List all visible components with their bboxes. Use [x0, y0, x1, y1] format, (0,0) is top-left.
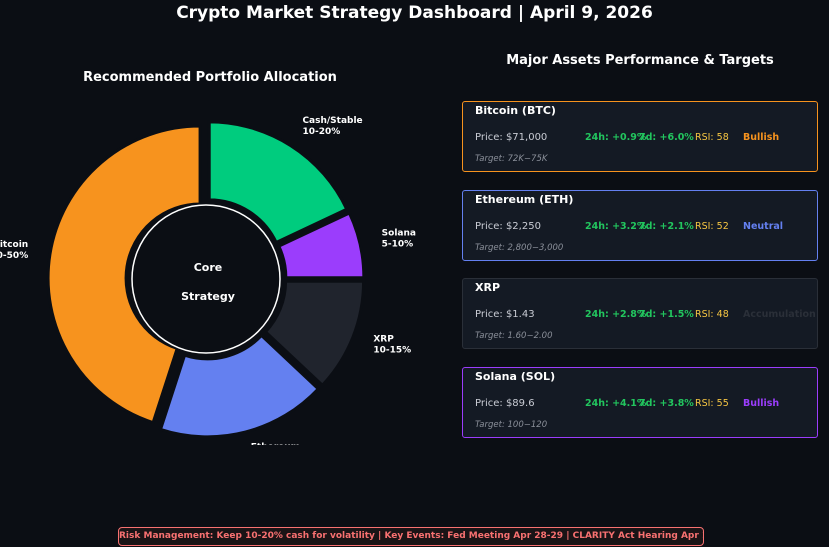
asset-target: Target: 100−120 [475, 420, 548, 430]
asset-change-7d: 7d: +1.5% [639, 309, 694, 320]
slice-label: Solana 5-10% [382, 229, 416, 250]
slice-solana [276, 210, 366, 280]
asset-sentiment: Bullish [743, 132, 780, 143]
slice-label: Ethereum15-20% [251, 442, 300, 445]
asset-price: Price: $1.43 [475, 309, 535, 320]
asset-rsi: RSI: 55 [695, 398, 729, 409]
asset-target: Target: 2,800−3,000 [475, 243, 564, 253]
asset-change-24h: 24h: +0.9% [585, 132, 647, 143]
slice-label: Bitcoin40-50% [0, 240, 28, 261]
center-label: Strategy [181, 290, 235, 303]
slice-ethereum [158, 333, 321, 439]
asset-rsi: RSI: 52 [695, 221, 729, 232]
asset-name: Ethereum (ETH) [475, 193, 574, 206]
asset-card-btc: Bitcoin (BTC) Price: $71,000 24h: +0.9% … [462, 101, 818, 172]
asset-price: Price: $2,250 [475, 221, 541, 232]
assets-panel-title: Major Assets Performance & Targets [506, 53, 774, 68]
asset-name: Bitcoin (BTC) [475, 104, 556, 117]
asset-change-24h: 24h: +4.1% [585, 398, 647, 409]
center-label: Core [194, 261, 223, 274]
asset-sentiment: Neutral [743, 221, 784, 232]
asset-change-24h: 24h: +2.8% [585, 309, 647, 320]
asset-change-7d: 7d: +2.1% [639, 221, 694, 232]
asset-card-eth: Ethereum (ETH) Price: $2,250 24h: +3.2% … [462, 190, 818, 261]
asset-card-xrp: XRP Price: $1.43 24h: +2.8% 7d: +1.5% RS… [462, 278, 818, 349]
slice-xrp [263, 279, 366, 388]
asset-name: XRP [475, 281, 501, 294]
dashboard-title: Crypto Market Strategy Dashboard | April… [176, 3, 653, 23]
asset-sentiment: Accumulation [743, 309, 816, 320]
asset-target: Target: 72K−75K [475, 154, 548, 164]
asset-target: Target: 1.60−2.00 [475, 331, 553, 341]
asset-price: Price: $71,000 [475, 132, 548, 143]
asset-change-7d: 7d: +3.8% [639, 398, 694, 409]
donut-center [131, 204, 281, 354]
asset-sentiment: Bullish [743, 398, 780, 409]
asset-price: Price: $89.6 [475, 398, 535, 409]
asset-change-7d: 7d: +6.0% [639, 132, 694, 143]
risk-management-banner: Risk Management: Keep 10-20% cash for vo… [118, 527, 704, 546]
slice-cash-stable [207, 120, 349, 245]
slice-label: Cash/Stable 10-20% [302, 116, 362, 137]
asset-change-24h: 24h: +3.2% [585, 221, 647, 232]
asset-rsi: RSI: 48 [695, 309, 729, 320]
slice-bitcoin [46, 124, 202, 425]
asset-rsi: RSI: 58 [695, 132, 729, 143]
slice-label: XRP 10-15% [373, 334, 411, 355]
allocation-chart-title: Recommended Portfolio Allocation [83, 70, 337, 85]
asset-card-sol: Solana (SOL) Price: $89.6 24h: +4.1% 7d:… [462, 367, 818, 438]
asset-name: Solana (SOL) [475, 370, 556, 383]
